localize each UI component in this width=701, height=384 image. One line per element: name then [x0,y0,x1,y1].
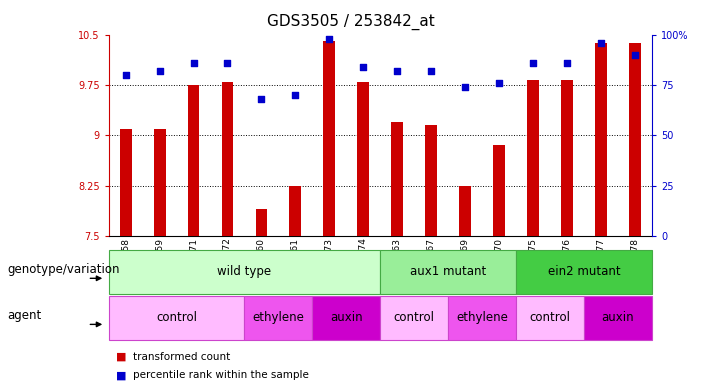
Bar [290,186,301,236]
Text: GDS3505 / 253842_at: GDS3505 / 253842_at [266,13,435,30]
Point [154,68,165,74]
Bar [494,146,505,236]
Bar [154,129,165,236]
Point [595,40,606,46]
Point [120,72,131,78]
Bar [595,43,607,236]
Bar [459,186,471,236]
Text: agent: agent [7,310,41,322]
Point [527,60,538,66]
Point [256,96,267,102]
Text: control: control [529,311,571,324]
Point [494,80,505,86]
Bar [358,82,369,236]
Point [290,92,301,98]
Text: wild type: wild type [217,265,271,278]
Bar [255,209,267,236]
Text: ethylene: ethylene [456,311,508,324]
Text: auxin: auxin [601,311,634,324]
Text: transformed count: transformed count [133,352,231,362]
Bar [426,125,437,236]
Bar [391,122,403,236]
Bar [629,43,641,236]
Point [392,68,403,74]
Point [629,52,641,58]
Text: ■: ■ [116,370,126,380]
Bar [222,82,233,236]
Text: percentile rank within the sample: percentile rank within the sample [133,370,309,380]
Point [324,36,335,42]
Point [426,68,437,74]
Bar [527,80,539,236]
Text: genotype/variation: genotype/variation [7,263,119,276]
Text: control: control [394,311,435,324]
Text: ■: ■ [116,352,126,362]
Text: aux1 mutant: aux1 mutant [410,265,486,278]
Point [222,60,233,66]
Point [358,64,369,70]
Point [460,84,471,90]
Bar [188,85,200,236]
Bar [561,80,573,236]
Text: ethylene: ethylene [252,311,304,324]
Point [562,60,573,66]
Bar [323,41,335,236]
Text: auxin: auxin [330,311,362,324]
Bar [120,129,132,236]
Text: control: control [156,311,197,324]
Text: ein2 mutant: ein2 mutant [547,265,620,278]
Point [188,60,199,66]
